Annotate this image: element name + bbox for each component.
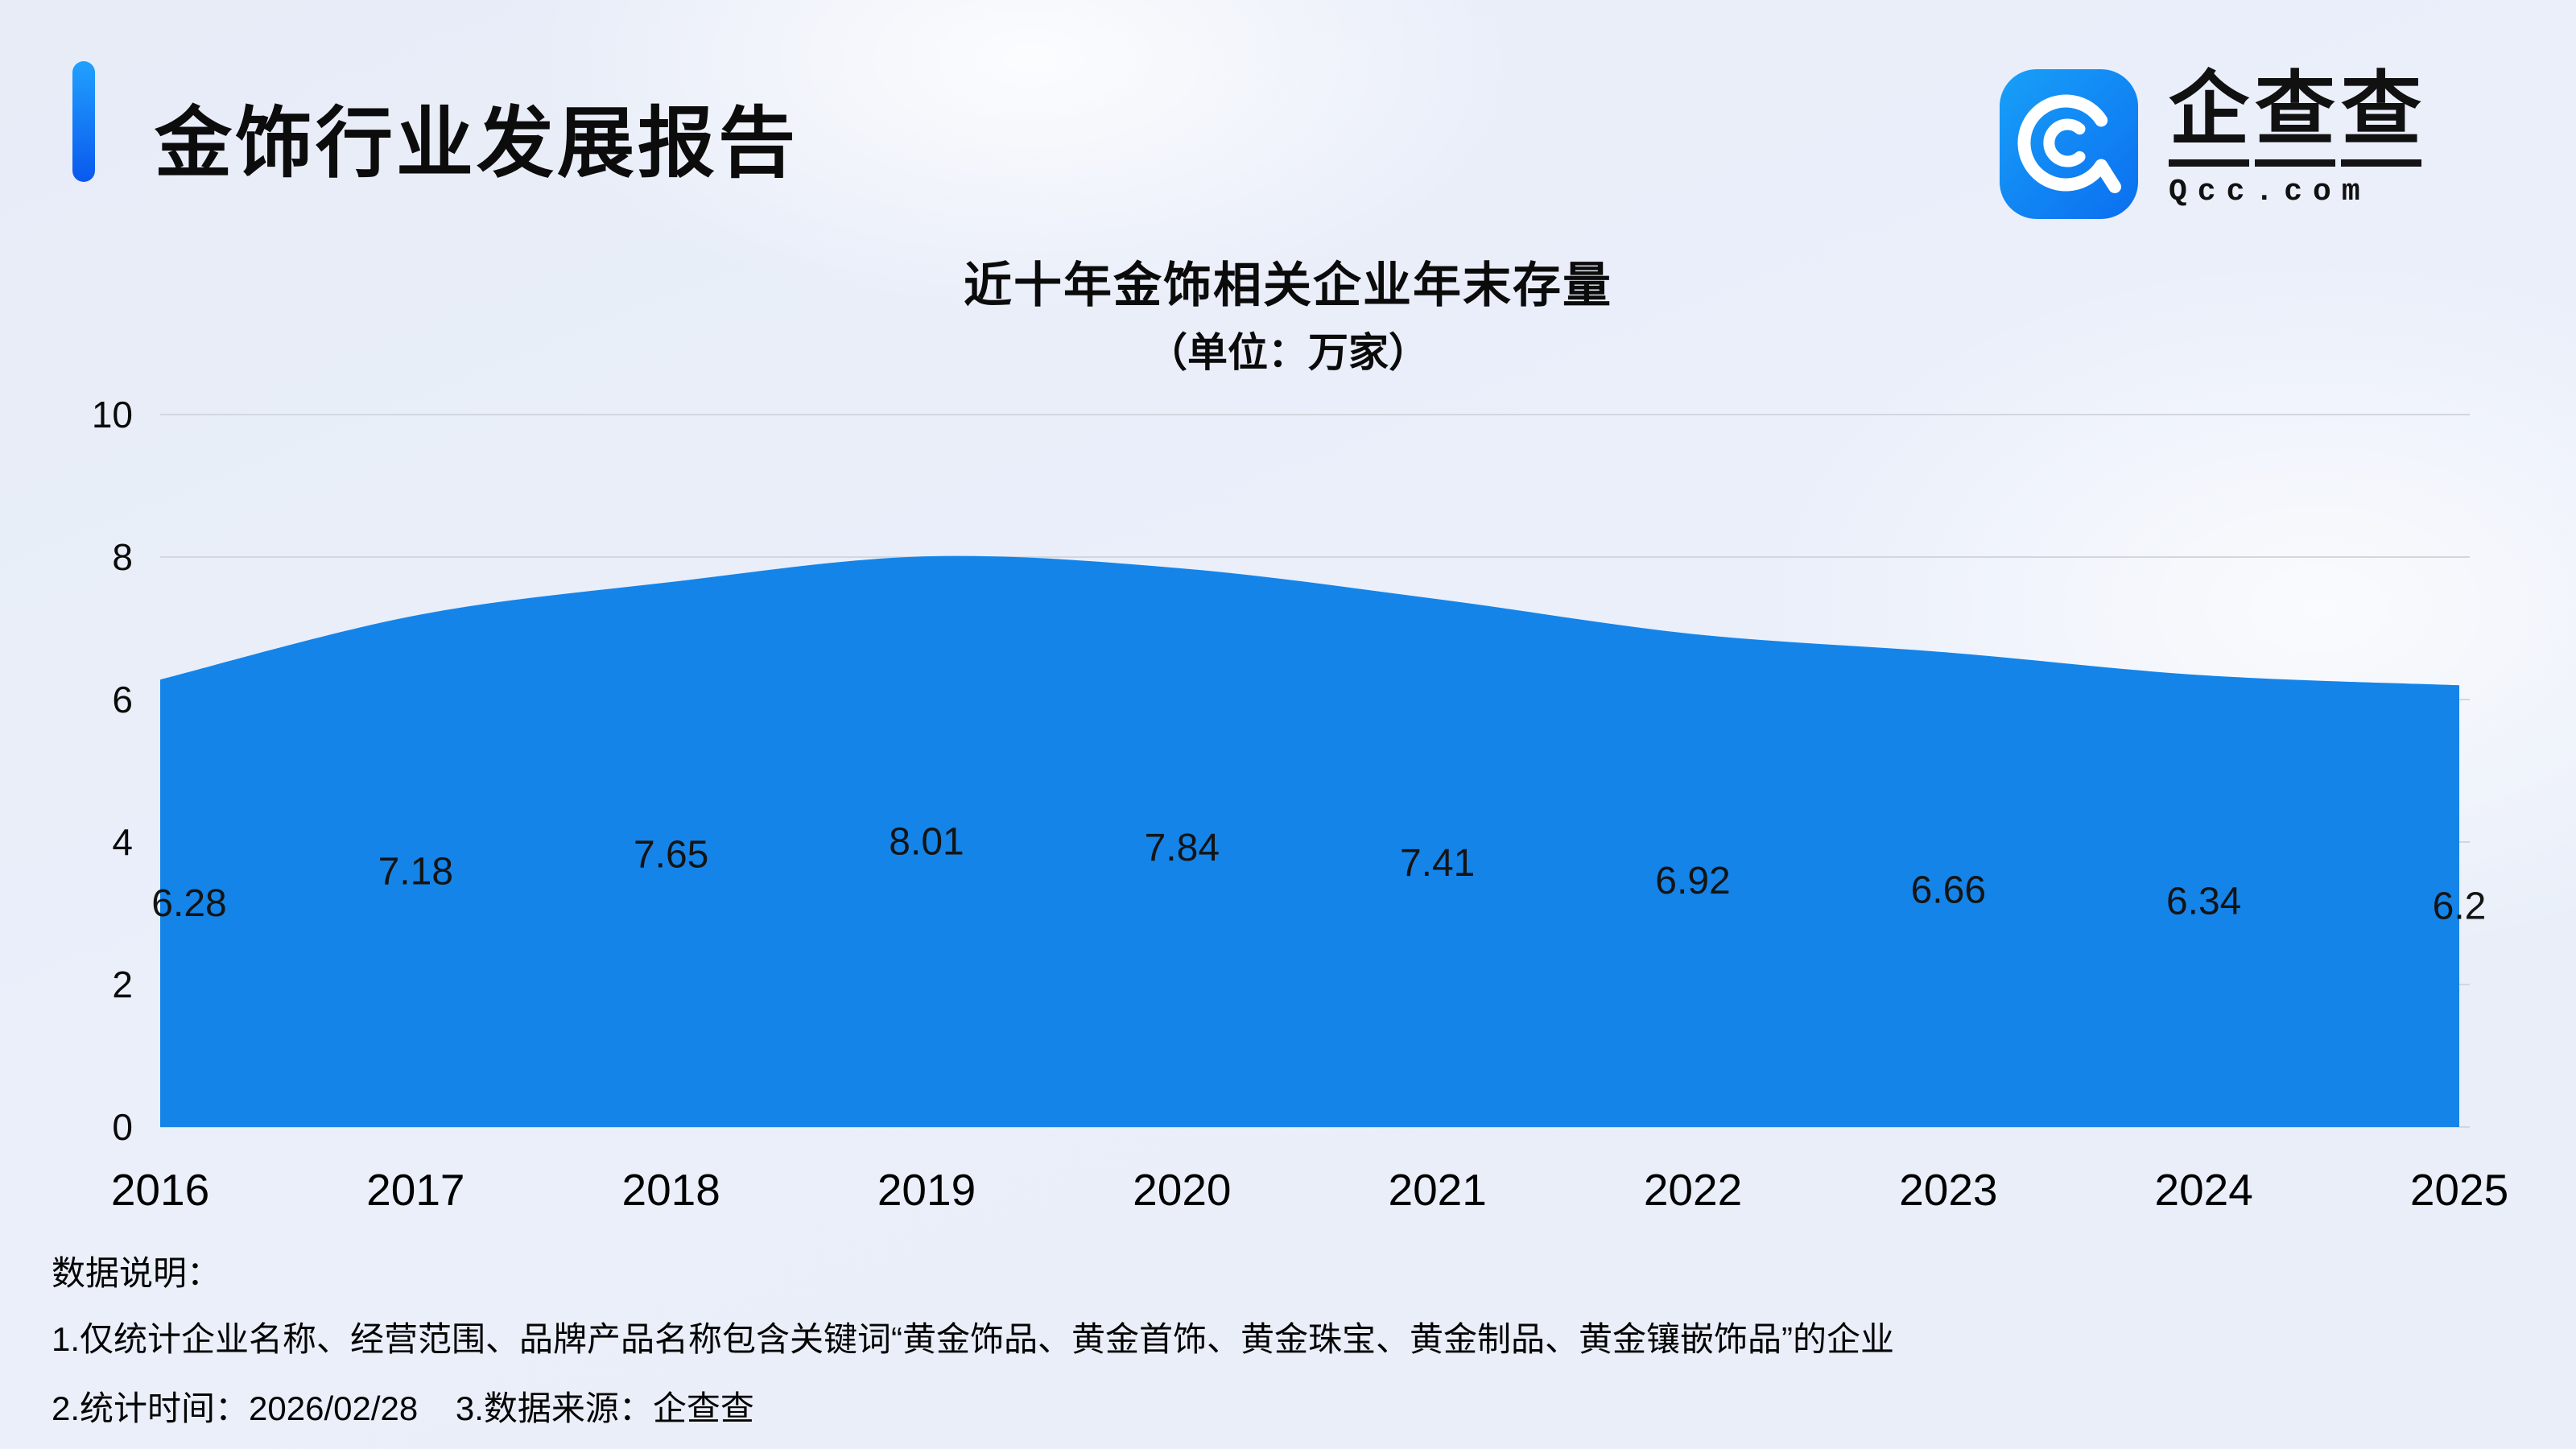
svg-text:2022: 2022	[1644, 1165, 1742, 1215]
svg-text:6.66: 6.66	[1911, 869, 1986, 911]
svg-text:8: 8	[112, 536, 133, 578]
svg-text:2: 2	[112, 964, 133, 1005]
svg-text:2025: 2025	[2410, 1165, 2508, 1215]
svg-text:2016: 2016	[111, 1165, 209, 1215]
svg-text:8.01: 8.01	[889, 821, 964, 864]
notes-heading: 数据说明：	[52, 1254, 221, 1292]
svg-text:2021: 2021	[1388, 1165, 1486, 1215]
svg-text:7.84: 7.84	[1145, 827, 1220, 869]
brand-name-cn: 企查查	[2169, 69, 2427, 167]
brand-char: 查	[2341, 69, 2421, 167]
svg-text:6.34: 6.34	[2166, 880, 2241, 923]
svg-text:6: 6	[112, 679, 133, 720]
note-line-1: 1.仅统计企业名称、经营范围、品牌产品名称包含关键词“黄金饰品、黄金首饰、黄金珠…	[52, 1320, 1895, 1358]
svg-text:2017: 2017	[366, 1165, 464, 1215]
page-title: 金饰行业发展报告	[155, 101, 799, 187]
chart-title: 近十年金饰相关企业年末存量	[964, 258, 1612, 312]
svg-text:6.28: 6.28	[151, 882, 226, 925]
note-line-2: 2.统计时间：2026/02/28 3.数据来源：企查查	[52, 1389, 754, 1427]
svg-text:6.2: 6.2	[2433, 886, 2487, 928]
svg-text:2020: 2020	[1133, 1165, 1231, 1215]
svg-text:7.65: 7.65	[634, 833, 708, 876]
svg-text:7.41: 7.41	[1400, 842, 1475, 885]
qcc-logo-text: 企查查 Qcc.com	[2169, 69, 2427, 209]
qcc-logo: 企查查 Qcc.com	[2000, 69, 2427, 219]
svg-text:7.18: 7.18	[378, 850, 453, 893]
svg-text:10: 10	[92, 394, 133, 436]
svg-text:2023: 2023	[1899, 1165, 1997, 1215]
brand-char: 企	[2169, 69, 2249, 167]
title-accent-bar	[72, 61, 95, 182]
chart-subtitle: （单位：万家）	[1147, 330, 1429, 375]
svg-text:6.92: 6.92	[1655, 860, 1730, 902]
svg-text:2024: 2024	[2154, 1165, 2252, 1215]
svg-text:4: 4	[112, 821, 133, 863]
svg-text:0: 0	[112, 1106, 133, 1148]
brand-char: 查	[2255, 69, 2335, 167]
svg-text:2019: 2019	[877, 1165, 976, 1215]
qcc-magnifier-icon	[2000, 69, 2138, 219]
brand-domain: Qcc.com	[2169, 175, 2371, 209]
svg-text:2018: 2018	[621, 1165, 720, 1215]
